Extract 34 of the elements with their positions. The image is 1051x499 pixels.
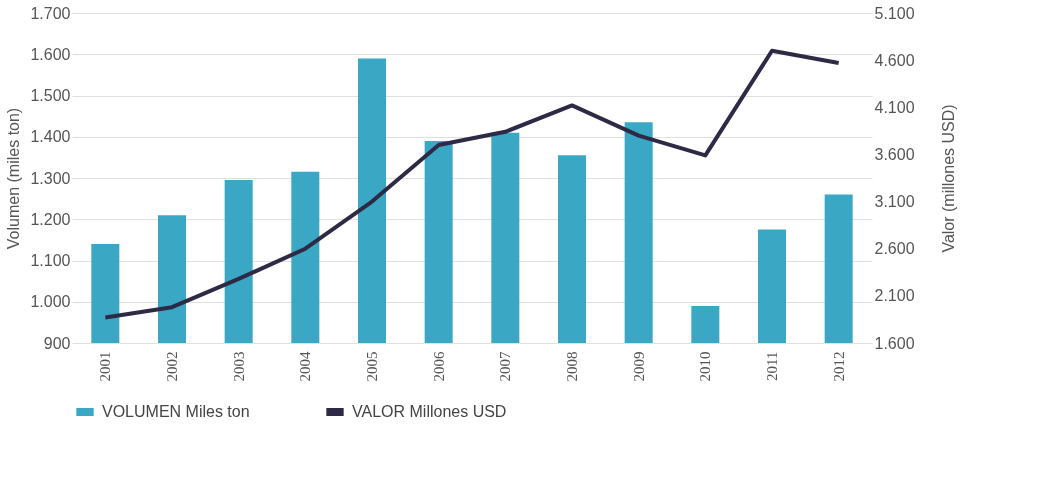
x-tick-label: 2005 xyxy=(364,351,380,382)
line-series xyxy=(103,48,841,320)
x-tick-label: 2002 xyxy=(164,351,180,382)
y-tick-label: 1.400 xyxy=(30,128,71,146)
y2-tick-label: 4.100 xyxy=(874,98,915,116)
y2-tick-label: 3.100 xyxy=(874,193,915,211)
legend-label: VOLUMEN Miles ton xyxy=(102,403,250,420)
y2-tick-label: 4.600 xyxy=(874,51,915,69)
y-tick-label: 1.700 xyxy=(30,4,71,22)
y-tick-label: 1.000 xyxy=(30,293,71,311)
y-tick-label: 900 xyxy=(43,334,71,352)
x-tick-label: 2011 xyxy=(764,351,780,381)
y-tick-label: 1.300 xyxy=(30,169,71,187)
y-tick-label: 1.100 xyxy=(30,252,71,269)
x-tick-label: 2012 xyxy=(830,351,847,382)
x-tick-label: 2003 xyxy=(230,351,247,382)
y-tick-label: 1.600 xyxy=(30,45,71,63)
y2-tick-label: 3.600 xyxy=(874,145,915,163)
y2-tick-label: 1.600 xyxy=(874,334,915,352)
legend-label: VALOR Millones USD xyxy=(352,403,507,420)
x-tick-label: 2004 xyxy=(297,351,314,382)
y-axis-title: Volumen (miles ton) xyxy=(5,107,23,250)
x-tick-label: 2008 xyxy=(564,351,580,382)
x-tick-label: 2010 xyxy=(697,351,714,382)
y2-tick-label: 2.600 xyxy=(874,240,915,258)
y-tick-label: 1.500 xyxy=(30,87,71,104)
x-tick-label: 2009 xyxy=(630,351,647,382)
y-tick-label: 1.200 xyxy=(30,210,71,228)
y2-tick-label: 2.100 xyxy=(874,287,915,305)
y2-axis-title: Valor (millones USD) xyxy=(939,104,957,253)
x-tick-label: 2001 xyxy=(97,351,114,382)
y2-tick-label: 5.100 xyxy=(874,4,915,22)
x-tick-label: 2006 xyxy=(430,351,447,382)
x-tick-label: 2007 xyxy=(497,351,514,382)
